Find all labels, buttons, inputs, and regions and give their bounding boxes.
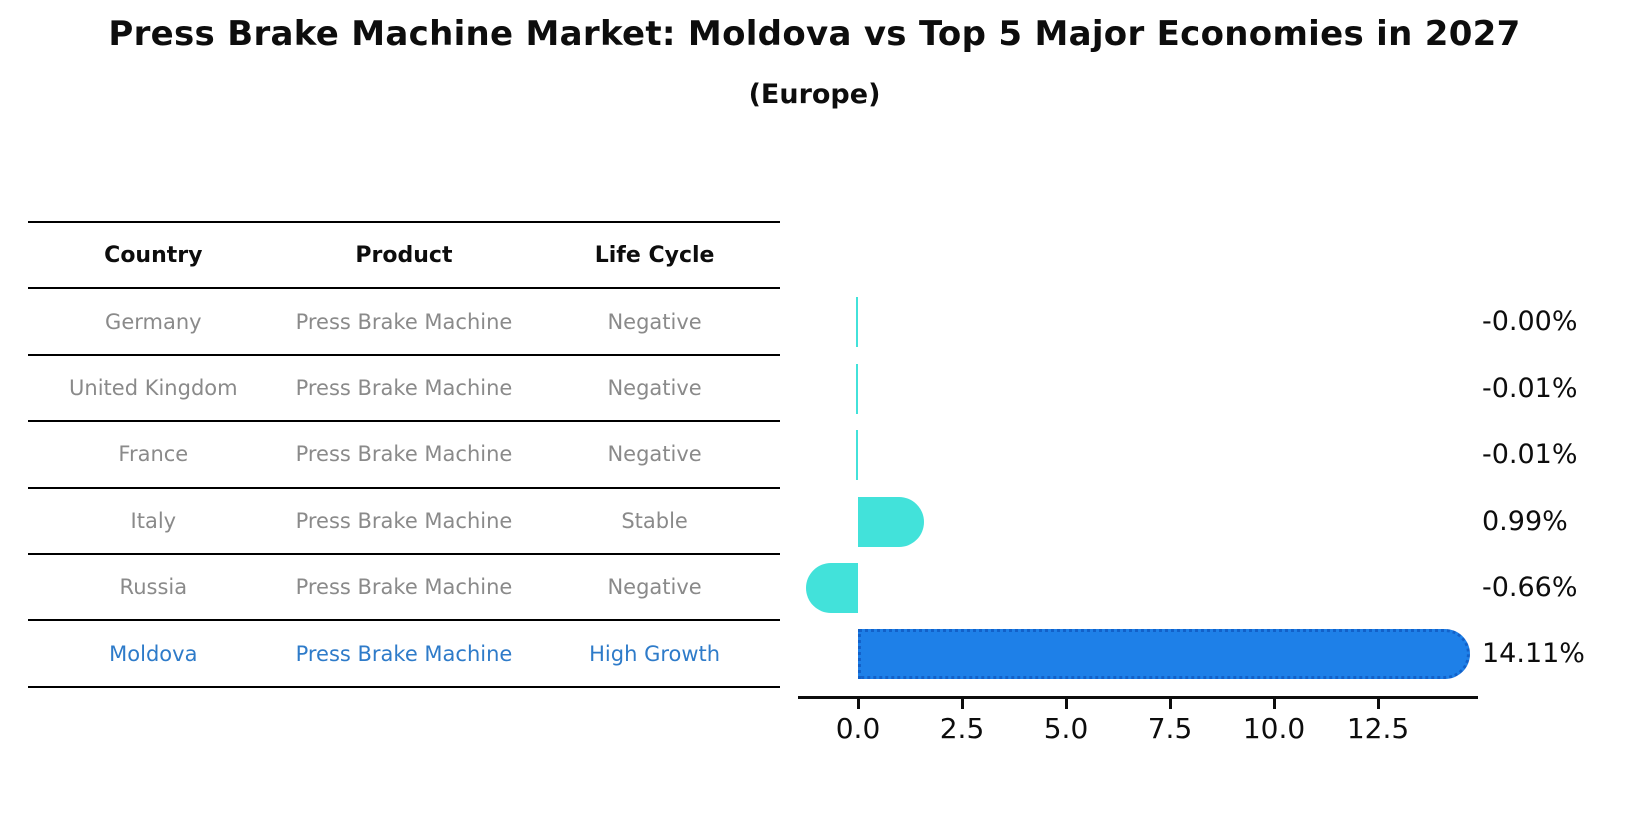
table-row: Germany Press Brake Machine Negative <box>28 287 780 353</box>
cell-product: Press Brake Machine <box>295 375 513 400</box>
bar-russia <box>805 563 858 613</box>
cell-product: Press Brake Machine <box>295 641 513 666</box>
bar-value-label: 0.99% <box>1482 505 1568 537</box>
cell-country: Russia <box>119 575 188 600</box>
x-axis-tick-label: 5.0 <box>1043 712 1089 745</box>
table-row: France Press Brake Machine Negative <box>28 420 780 486</box>
cell-product: Press Brake Machine <box>295 442 513 467</box>
cell-country: Italy <box>130 508 177 533</box>
cell-life-cycle: High Growth <box>589 641 721 666</box>
column-header-life-cycle: Life Cycle <box>594 242 715 268</box>
table-row: Moldova Press Brake Machine High Growth <box>28 619 780 685</box>
x-axis-tick <box>856 699 860 709</box>
table-row: Russia Press Brake Machine Negative <box>28 552 780 619</box>
cell-product: Press Brake Machine <box>295 508 513 533</box>
chart-title: Press Brake Machine Market: Moldova vs T… <box>108 14 1521 54</box>
bar-united-kingdom <box>856 363 858 414</box>
x-axis-tick <box>1168 699 1172 709</box>
cell-life-cycle: Negative <box>607 442 702 467</box>
x-axis-tick <box>1376 699 1380 709</box>
x-axis-tick-label: 12.5 <box>1346 712 1410 745</box>
x-axis-tick-label: 10.0 <box>1242 712 1306 745</box>
x-axis-tick-label: 0.0 <box>835 712 881 745</box>
bar-france <box>856 430 858 481</box>
bar-value-label: -0.66% <box>1482 572 1578 603</box>
cell-country: Moldova <box>109 641 198 666</box>
bar-value-label: 14.11% <box>1482 638 1585 670</box>
chart-subtitle: (Europe) <box>748 79 881 110</box>
bar-moldova <box>858 629 1470 680</box>
x-axis-line <box>798 696 1478 699</box>
bar-value-label: -0.01% <box>1482 372 1578 404</box>
cell-country: Germany <box>105 309 202 334</box>
bar-value-label: -0.00% <box>1482 306 1578 338</box>
bar-germany <box>856 297 858 348</box>
cell-country: United Kingdom <box>69 375 238 400</box>
x-axis-tick <box>1272 699 1276 709</box>
x-axis-tick-label: 7.5 <box>1147 712 1193 745</box>
table-row: United Kingdom Press Brake Machine Negat… <box>28 353 780 420</box>
column-header-product: Product <box>355 242 453 268</box>
table-row: Italy Press Brake Machine Stable <box>28 486 780 553</box>
cell-product: Press Brake Machine <box>295 309 513 334</box>
x-axis-tick-label: 2.5 <box>939 712 985 745</box>
table-header-row: Country Product Life Cycle <box>28 221 780 287</box>
cell-life-cycle: Stable <box>621 508 688 533</box>
bar-italy <box>858 496 925 547</box>
cell-country: France <box>118 442 189 467</box>
cell-life-cycle: Negative <box>607 375 702 400</box>
cell-life-cycle: Negative <box>607 575 702 600</box>
bar-value-label: -0.01% <box>1482 439 1578 471</box>
x-axis-tick <box>1064 699 1068 709</box>
column-header-country: Country <box>104 242 203 268</box>
cell-product: Press Brake Machine <box>295 575 513 600</box>
x-axis-tick <box>960 699 964 709</box>
cell-life-cycle: Negative <box>607 309 702 334</box>
comparison-table: Country Product Life Cycle Germany Press… <box>28 221 780 688</box>
